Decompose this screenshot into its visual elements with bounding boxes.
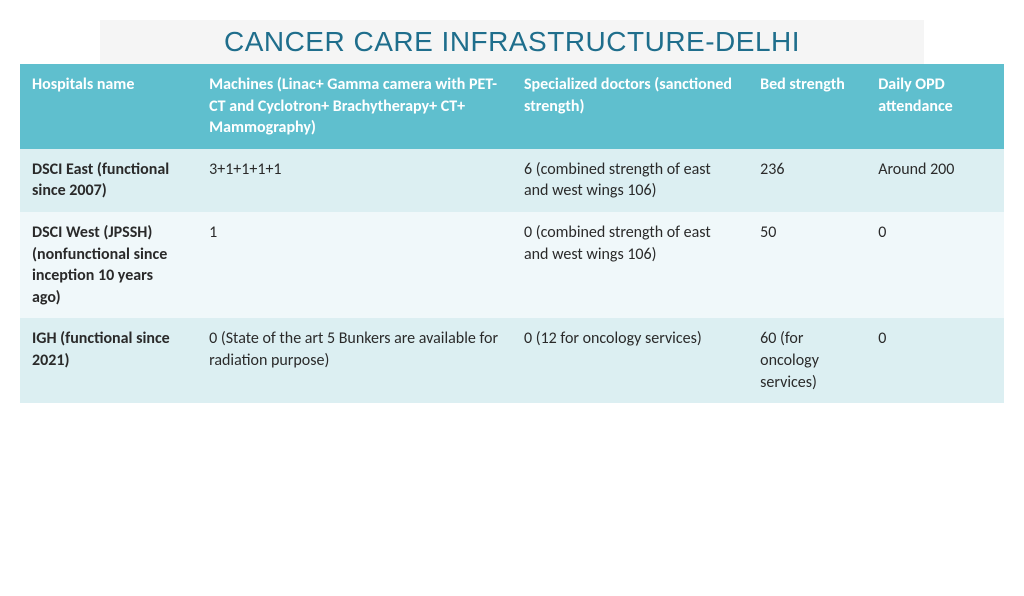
col-opd: Daily OPD attendance xyxy=(866,64,1004,149)
title-bar: CANCER CARE INFRASTRUCTURE-DELHI xyxy=(100,20,924,64)
cell-opd: Around 200 xyxy=(866,149,1004,212)
cell-machines: 1 xyxy=(197,212,512,318)
cell-doctors: 6 (combined strength of east and west wi… xyxy=(512,149,748,212)
col-machines: Machines (Linac+ Gamma camera with PET-C… xyxy=(197,64,512,149)
cell-hospital: DSCI East (functional since 2007) xyxy=(20,149,197,212)
col-hospitals: Hospitals name xyxy=(20,64,197,149)
cell-opd: 0 xyxy=(866,212,1004,318)
cell-hospital: IGH (functional since 2021) xyxy=(20,318,197,403)
table-row: DSCI West (JPSSH) (nonfunctional since i… xyxy=(20,212,1004,318)
cell-beds: 50 xyxy=(748,212,866,318)
infrastructure-table: Hospitals name Machines (Linac+ Gamma ca… xyxy=(20,64,1004,403)
page-title: CANCER CARE INFRASTRUCTURE-DELHI xyxy=(120,26,904,58)
cell-doctors: 0 (12 for oncology services) xyxy=(512,318,748,403)
col-beds: Bed strength xyxy=(748,64,866,149)
cell-hospital: DSCI West (JPSSH) (nonfunctional since i… xyxy=(20,212,197,318)
table-header-row: Hospitals name Machines (Linac+ Gamma ca… xyxy=(20,64,1004,149)
cell-machines: 3+1+1+1+1 xyxy=(197,149,512,212)
cell-doctors: 0 (combined strength of east and west wi… xyxy=(512,212,748,318)
cell-beds: 60 (for oncology services) xyxy=(748,318,866,403)
table-row: DSCI East (functional since 2007) 3+1+1+… xyxy=(20,149,1004,212)
table-row: IGH (functional since 2021) 0 (State of … xyxy=(20,318,1004,403)
cell-opd: 0 xyxy=(866,318,1004,403)
cell-beds: 236 xyxy=(748,149,866,212)
cell-machines: 0 (State of the art 5 Bunkers are availa… xyxy=(197,318,512,403)
col-doctors: Specialized doctors (sanctioned strength… xyxy=(512,64,748,149)
